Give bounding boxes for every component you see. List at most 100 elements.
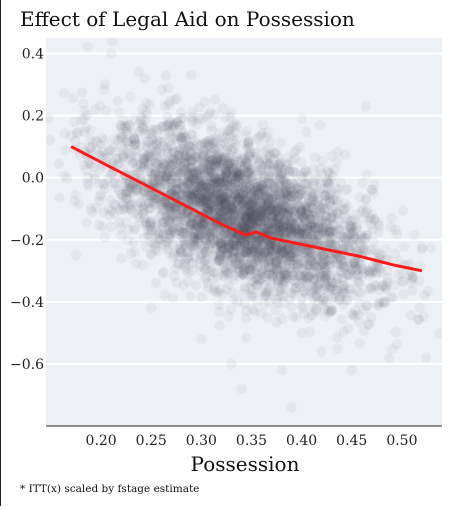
scatter-point — [269, 183, 281, 194]
scatter-point — [202, 278, 213, 289]
scatter-point — [228, 294, 239, 305]
scatter-point — [204, 204, 215, 215]
scatter-point — [303, 259, 315, 271]
scatter-point — [319, 190, 331, 201]
scatter-point — [186, 128, 197, 140]
scatter-point — [214, 198, 225, 210]
scatter-point — [217, 176, 229, 187]
scatter-point — [243, 217, 255, 228]
scatter-point — [180, 131, 192, 142]
scatter-point — [158, 162, 169, 173]
scatter-point — [168, 153, 179, 164]
scatter-point — [384, 353, 395, 364]
scatter-point — [189, 174, 201, 185]
scatter-point — [332, 195, 343, 207]
scatter-point — [405, 309, 416, 321]
scatter-point — [325, 280, 336, 291]
scatter-point — [321, 211, 332, 222]
scatter-point — [104, 209, 115, 221]
scatter-point — [172, 166, 184, 178]
scatter-point — [274, 273, 286, 285]
scatter-point — [226, 144, 238, 155]
scatter-point — [175, 107, 187, 118]
scatter-point — [258, 213, 269, 224]
scatter-point — [337, 204, 348, 216]
scatter-point — [188, 238, 199, 249]
scatter-point — [346, 263, 357, 275]
scatter-point — [286, 190, 297, 202]
scatter-point — [320, 226, 331, 237]
scatter-point — [292, 177, 303, 188]
scatter-point — [279, 188, 290, 199]
scatter-point — [215, 248, 227, 259]
y-tick-label: 0.4 — [22, 47, 44, 63]
scatter-point — [278, 279, 289, 290]
scatter-point — [199, 169, 210, 181]
scatter-point — [167, 122, 178, 134]
scatter-point — [53, 158, 64, 169]
scatter-point — [289, 210, 300, 221]
scatter-point — [295, 228, 306, 239]
scatter-point — [194, 199, 205, 210]
scatter-point — [244, 166, 255, 178]
scatter-point — [172, 259, 184, 270]
scatter-point — [310, 289, 322, 301]
scatter-point — [228, 253, 239, 264]
scatter-point — [200, 246, 211, 257]
scatter-point — [171, 208, 182, 219]
scatter-point — [233, 200, 244, 211]
scatter-point — [200, 191, 211, 203]
scatter-point — [199, 241, 210, 252]
y-tick-label: −0.4 — [10, 295, 44, 311]
scatter-point — [78, 159, 90, 171]
scatter-point — [166, 206, 177, 217]
scatter-point — [316, 203, 328, 214]
scatter-point — [332, 253, 343, 265]
scatter-point — [187, 155, 198, 166]
scatter-point — [281, 214, 292, 226]
scatter-point — [174, 120, 186, 131]
scatter-point — [183, 226, 194, 238]
scatter-point — [307, 230, 318, 242]
scatter-point — [232, 172, 243, 184]
scatter-point — [311, 270, 322, 281]
scatter-point — [158, 222, 169, 233]
scatter-point — [199, 145, 210, 156]
scatter-point — [208, 178, 219, 189]
scatter-point — [296, 293, 307, 304]
scatter-point — [125, 91, 136, 102]
scatter-point — [145, 248, 157, 260]
scatter-point — [143, 161, 155, 173]
scatter-point — [253, 270, 264, 281]
scatter-point — [336, 267, 348, 278]
scatter-point — [276, 245, 287, 257]
scatter-point — [210, 176, 221, 187]
scatter-point — [246, 288, 257, 299]
scatter-point — [116, 253, 127, 264]
scatter-point — [220, 188, 232, 199]
scatter-point — [280, 208, 291, 219]
scatter-point — [202, 282, 214, 294]
scatter-point — [168, 249, 180, 260]
scatter-point — [172, 116, 183, 128]
scatter-point — [129, 134, 140, 146]
scatter-point — [308, 292, 319, 304]
scatter-point — [211, 156, 223, 167]
scatter-point — [166, 226, 178, 237]
scatter-point — [177, 136, 188, 147]
scatter-point — [257, 180, 269, 191]
scatter-point — [225, 209, 236, 220]
scatter-point — [214, 177, 225, 188]
scatter-point — [245, 211, 256, 222]
scatter-point — [246, 208, 257, 220]
scatter-point — [328, 193, 340, 205]
scatter-point — [237, 199, 248, 210]
scatter-point — [160, 236, 171, 247]
scatter-point — [235, 238, 247, 249]
scatter-point — [300, 288, 311, 299]
scatter-point — [277, 275, 288, 286]
scatter-point — [219, 184, 231, 195]
scatter-point — [271, 247, 282, 259]
scatter-point — [237, 194, 248, 205]
scatter-point — [294, 228, 305, 239]
